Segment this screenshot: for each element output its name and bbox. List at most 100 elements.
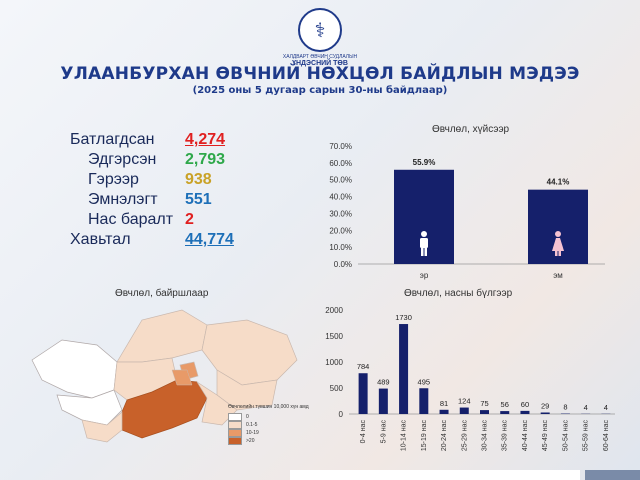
x-tick-label: 25-29 нас [461, 420, 468, 452]
legend-item: 10-19 [228, 429, 309, 437]
stat-contacts: Хавьтал 44,774 [70, 230, 234, 250]
y-tick-label: 40.0% [329, 193, 352, 202]
stat-value: 2,793 [185, 151, 226, 168]
x-tick-label: 10-14 нас [401, 420, 408, 452]
data-label: 1730 [395, 313, 412, 322]
y-tick-label: 500 [330, 384, 344, 393]
x-tick-label: 30-34 нас [482, 420, 489, 452]
corner-decoration [585, 470, 640, 480]
stats-panel: Батлагдсан 4,274 Эдгэрсэн 2,793 Гэрээр 9… [70, 130, 234, 250]
map-region-southwest [81, 411, 123, 443]
stat-deaths: Нас баралт 2 [70, 210, 234, 230]
data-label: 81 [440, 399, 448, 408]
bar [399, 324, 409, 414]
stat-confirmed: Батлагдсан 4,274 [70, 130, 234, 150]
age-chart-title: Өвчлөл, насны бүлгээр [404, 288, 513, 299]
stat-value: 551 [185, 191, 212, 208]
stat-label: Хавьтал [70, 231, 131, 248]
stat-value: 2 [185, 211, 194, 228]
legend-label: >20 [246, 438, 255, 444]
legend-swatch [228, 413, 242, 421]
stat-label: Батлагдсан [70, 131, 155, 148]
male-icon [420, 231, 428, 256]
stat-label: Гэрээр [88, 171, 139, 188]
medical-emblem-icon: ⚕ [298, 8, 342, 52]
data-label: 56 [501, 400, 509, 409]
legend-label: 0 [246, 414, 249, 420]
data-label: 75 [480, 399, 488, 408]
bar [528, 189, 588, 264]
x-tick-label: 40-44 нас [522, 420, 529, 452]
y-tick-label: 0 [339, 410, 344, 419]
bar [480, 410, 489, 414]
logo-line2: ҮНДЭСНИЙ ТӨВ [292, 60, 348, 67]
data-label: 44.1% [547, 178, 570, 187]
y-tick-label: 50.0% [329, 176, 352, 185]
bar [459, 407, 469, 414]
x-tick-label: 5-9 нас [380, 420, 387, 444]
map-region-east [201, 319, 298, 386]
stat-home: Гэрээр 938 [70, 170, 234, 190]
y-tick-label: 1500 [325, 332, 343, 341]
legend-label: 10-19 [246, 430, 259, 436]
bar [378, 388, 388, 414]
y-tick-label: 30.0% [329, 209, 352, 218]
data-label: 8 [563, 403, 567, 412]
legend-title: Өвчлөлийн түвшин 10,000 хүн амд [228, 404, 309, 410]
bar [540, 412, 550, 414]
logo: ⚕ ХАЛДВАРТ ӨВЧИН СУДЛАЛЫН ҮНДЭСНИЙ ТӨВ [0, 8, 640, 67]
x-tick-label: 45-49 нас [542, 420, 549, 452]
data-label: 55.9% [413, 158, 436, 167]
map-region-southeast [196, 381, 238, 426]
stat-label: Эмнэлэгт [88, 191, 158, 208]
age-chart: 2000 1500 1000 500 0 784 0-4 нас 489 5-9 нас 1730… [325, 306, 615, 452]
x-tick-label: эр [420, 271, 429, 280]
map-region-north [116, 309, 208, 363]
page-subtitle: (2025 оны 5 дугаар сарын 30-ны байдлаар) [192, 85, 448, 96]
x-tick-label: 15-19 нас [421, 420, 428, 452]
data-label: 29 [541, 401, 549, 410]
bar [419, 388, 429, 414]
stat-label: Нас баралт [88, 211, 174, 228]
gender-chart: 70.0% 60.0% 50.0% 40.0% 30.0% 20.0% 10.0% 0.0% 5… [329, 142, 605, 280]
footer-bar [290, 470, 580, 480]
x-tick-label: 55-59 нас [583, 420, 590, 452]
legend-item: 0.1-5 [228, 421, 309, 429]
map-legend: Өвчлөлийн түвшин 10,000 хүн амд 0 0.1-5 … [228, 404, 309, 445]
bar [358, 373, 368, 414]
stat-value: 938 [185, 171, 212, 188]
data-label: 4 [584, 403, 588, 412]
y-tick-label: 1000 [325, 358, 343, 367]
bar [500, 411, 510, 414]
logo-line1: ХАЛДВАРТ ӨВЧИН СУДЛАЛЫН [282, 54, 358, 60]
female-icon [552, 231, 564, 256]
mongolia-map [31, 309, 298, 443]
legend-label: 0.1-5 [246, 422, 258, 428]
legend-swatch [228, 437, 242, 445]
legend-swatch [228, 421, 242, 429]
data-label: 495 [418, 377, 431, 386]
x-tick-label: 20-24 нас [441, 420, 448, 452]
map-region-mid-orange [171, 369, 193, 386]
legend-item: >20 [228, 437, 309, 445]
data-label: 60 [521, 400, 529, 409]
y-tick-label: 0.0% [334, 260, 352, 269]
bar [439, 409, 449, 414]
data-label: 489 [377, 378, 390, 387]
x-tick-label: 0-4 нас [360, 420, 367, 444]
gender-chart-title: Өвчлөл, хүйсээр [432, 124, 510, 135]
data-label: 124 [458, 397, 471, 406]
data-label: 784 [357, 362, 370, 371]
y-tick-label: 10.0% [329, 243, 352, 252]
legend-swatch [228, 429, 242, 437]
map-region-west [31, 339, 118, 399]
y-tick-label: 2000 [325, 306, 343, 315]
stat-hospital: Эмнэлэгт 551 [70, 190, 234, 210]
map-title: Өвчлөл, байршлаар [115, 288, 209, 299]
stat-label: Эдгэрсэн [88, 151, 157, 168]
stat-value: 44,774 [185, 231, 234, 248]
y-tick-label: 20.0% [329, 226, 352, 235]
data-label: 4 [604, 403, 608, 412]
y-tick-label: 70.0% [329, 142, 352, 151]
bar [520, 410, 530, 414]
